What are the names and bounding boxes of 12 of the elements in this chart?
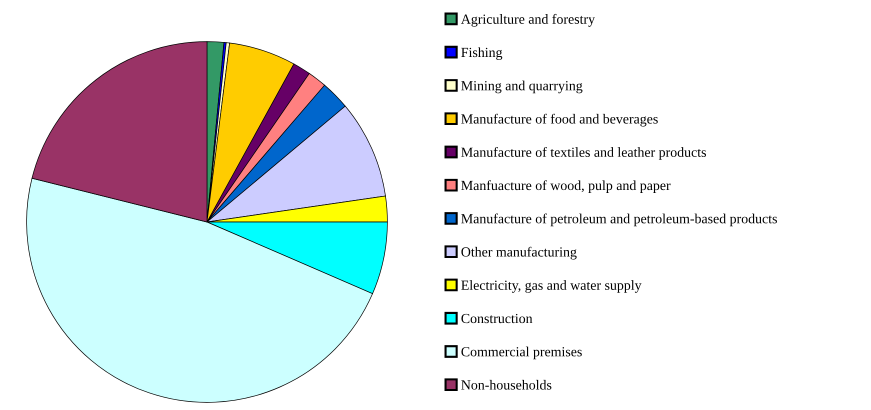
legend-label: Non-households: [461, 380, 552, 390]
legend-label: Agriculture and forestry: [460, 14, 595, 27]
legend-label: Manufacture of petroleum and petroleum-based products: [461, 213, 777, 226]
legend-label: Manfuacture of wood, pulp and paper: [461, 180, 671, 193]
legend-label: Mining and quarrying: [461, 80, 582, 94]
legend-label: Fishing: [461, 47, 502, 60]
legend-label: Manufacture of textiles and leather products: [461, 147, 706, 160]
legend-label: Commercial premises: [461, 346, 582, 360]
legend-label: Construction: [461, 314, 532, 324]
legend-label: Manufacture of food and beverages: [461, 114, 658, 127]
legend-label: Other manufacturing: [461, 246, 577, 260]
legend-label: Electricity, gas and water supply: [461, 280, 642, 293]
